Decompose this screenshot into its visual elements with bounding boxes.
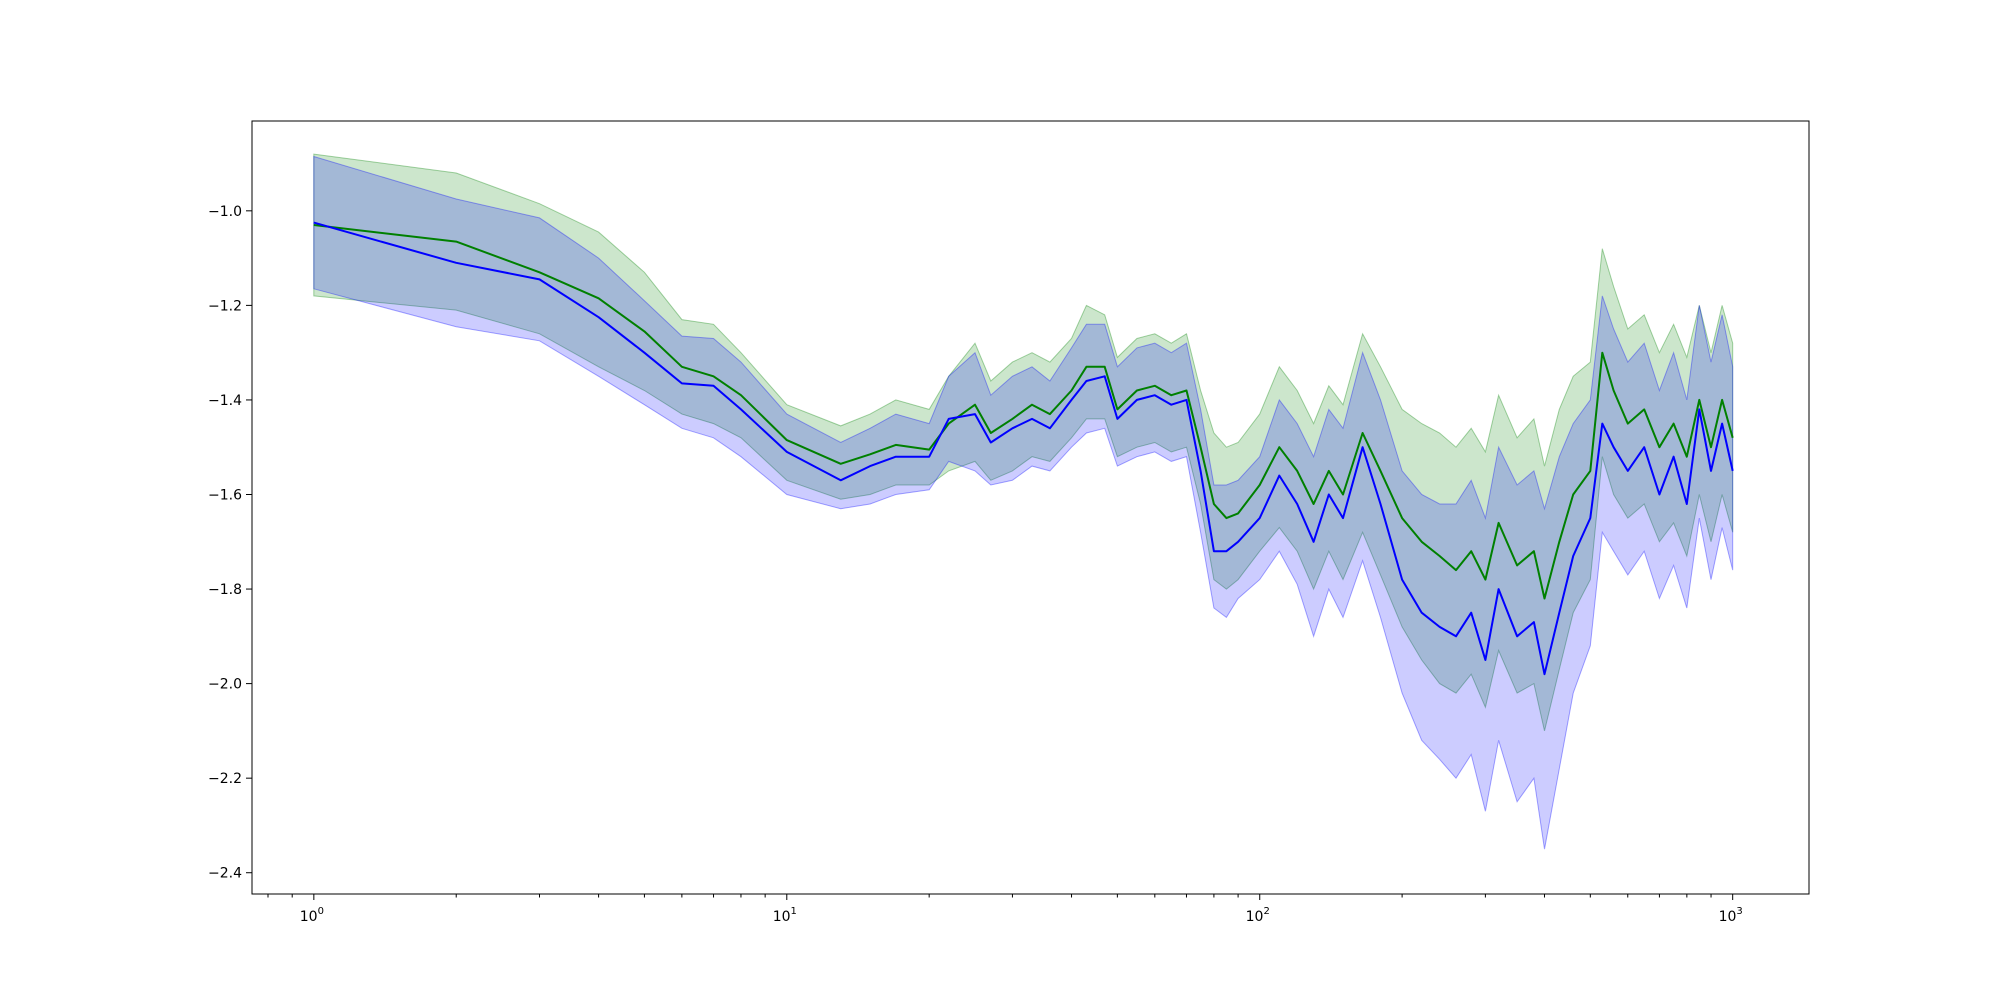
series-1-line xyxy=(313,221,1734,676)
series-0-band xyxy=(313,153,1734,732)
y-tick-label: −1.4 xyxy=(208,393,242,409)
y-tick-label: −2.2 xyxy=(208,771,242,787)
x-tick-label: 100 xyxy=(300,906,324,925)
confidence-bands xyxy=(313,153,1734,850)
series-0-line xyxy=(313,224,1734,600)
x-tick-label: 103 xyxy=(1719,906,1743,925)
y-tick-label: −1.6 xyxy=(208,487,242,503)
y-tick-label: −2.0 xyxy=(208,677,242,693)
series-1-band xyxy=(313,155,1734,850)
y-tick-label: −1.0 xyxy=(208,204,242,220)
y-axis: −1.0 −1.2 −1.4 −1.6 −1.8 −2.0 −2.2 −2.4 xyxy=(208,204,252,882)
plot-area-frame xyxy=(251,120,1810,895)
series-lines xyxy=(313,221,1734,676)
y-tick-label: −2.4 xyxy=(208,866,242,882)
x-tick-label: 101 xyxy=(773,906,797,925)
x-axis: 100 101 102 103 xyxy=(267,894,1743,925)
y-tick-label: −1.8 xyxy=(208,582,242,598)
y-tick-label: −1.2 xyxy=(208,298,242,314)
x-tick-label: 102 xyxy=(1246,906,1270,925)
